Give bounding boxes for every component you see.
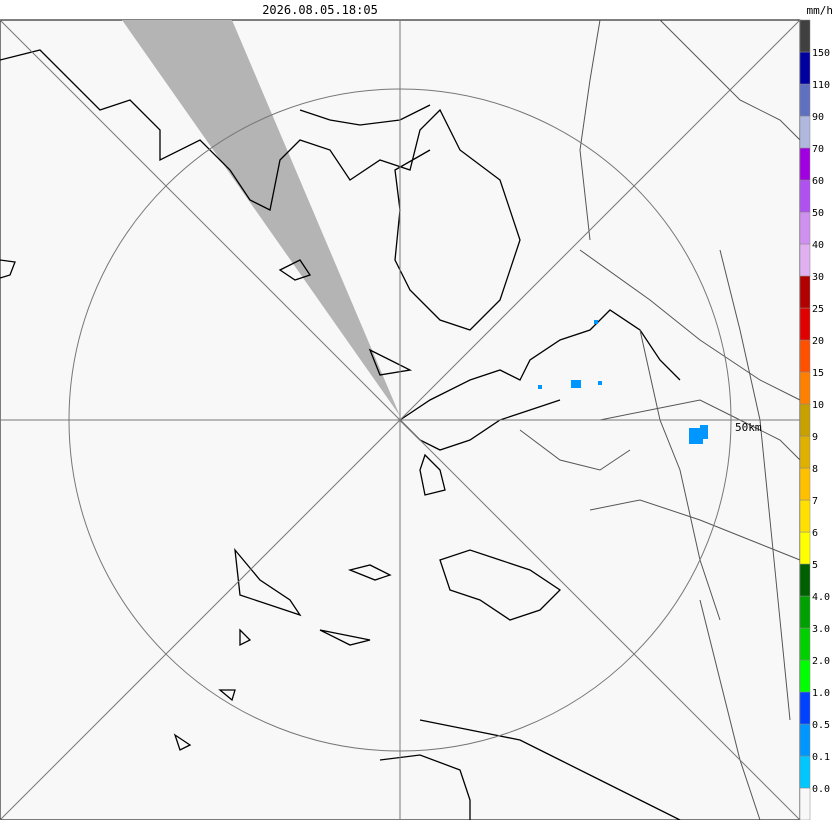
legend-label: 7 bbox=[812, 496, 818, 507]
legend-label: 25 bbox=[812, 304, 824, 315]
legend-label: 6 bbox=[812, 528, 818, 539]
precipitation-echoes bbox=[538, 320, 708, 444]
legend-label: 70 bbox=[812, 144, 824, 155]
legend-swatch bbox=[799, 147, 811, 181]
range-grid bbox=[0, 19, 801, 821]
legend-label: 15 bbox=[812, 368, 824, 379]
legend-label: 90 bbox=[812, 112, 824, 123]
legend-swatch bbox=[799, 211, 811, 245]
legend-swatch bbox=[799, 531, 811, 565]
legend-label: 0.0 bbox=[812, 784, 830, 795]
legend-label: 110 bbox=[812, 80, 830, 91]
legend-label: 9 bbox=[812, 432, 818, 443]
coastline bbox=[0, 49, 681, 821]
legend-label: 1.0 bbox=[812, 688, 830, 699]
admin-boundaries bbox=[519, 19, 801, 821]
legend-swatch bbox=[799, 371, 811, 405]
legend-label: 5 bbox=[812, 560, 818, 571]
legend-swatch bbox=[799, 275, 811, 309]
legend-swatch bbox=[799, 595, 811, 629]
legend-swatch bbox=[799, 659, 811, 693]
color-legend: 0.0 0.1 0.5 1.0 2.0 3.0 4.0 5 6 7 8 9 10 15 20 25 30 40 50… bbox=[799, 19, 830, 821]
timestamp: 2026.08.05.18:05 bbox=[262, 3, 378, 17]
legend-swatch bbox=[799, 499, 811, 533]
range-label: 50km bbox=[735, 421, 762, 434]
legend-label: 8 bbox=[812, 464, 818, 475]
legend-label: 0.1 bbox=[812, 752, 830, 763]
legend-swatch bbox=[799, 435, 811, 469]
legend-label: 2.0 bbox=[812, 656, 830, 667]
legend-swatch bbox=[799, 179, 811, 213]
legend-swatch bbox=[799, 627, 811, 661]
legend-swatch bbox=[799, 115, 811, 149]
legend-swatch bbox=[799, 51, 811, 85]
legend-label: 30 bbox=[812, 272, 824, 283]
legend-swatch bbox=[799, 723, 811, 757]
legend-swatch bbox=[799, 755, 811, 789]
unit-label: mm/h bbox=[807, 4, 834, 17]
legend-label: 50 bbox=[812, 208, 824, 219]
beam-block-sector bbox=[122, 20, 400, 416]
legend-swatch bbox=[799, 691, 811, 725]
legend-swatch bbox=[799, 563, 811, 597]
legend-swatch bbox=[799, 403, 811, 437]
legend-label: 40 bbox=[812, 240, 824, 251]
legend-label: 4.0 bbox=[812, 592, 830, 603]
legend-label: 20 bbox=[812, 336, 824, 347]
legend-label: 10 bbox=[812, 400, 824, 411]
legend-swatch bbox=[799, 307, 811, 341]
legend-label: 3.0 bbox=[812, 624, 830, 635]
legend-swatch bbox=[799, 339, 811, 373]
legend-label: 150 bbox=[812, 48, 830, 59]
legend-swatch bbox=[799, 19, 811, 53]
legend-label: 0.5 bbox=[812, 720, 830, 731]
legend-label: 60 bbox=[812, 176, 824, 187]
legend-swatch bbox=[799, 787, 811, 821]
legend-swatch bbox=[799, 83, 811, 117]
legend-swatch bbox=[799, 243, 811, 277]
legend-swatch bbox=[799, 467, 811, 501]
